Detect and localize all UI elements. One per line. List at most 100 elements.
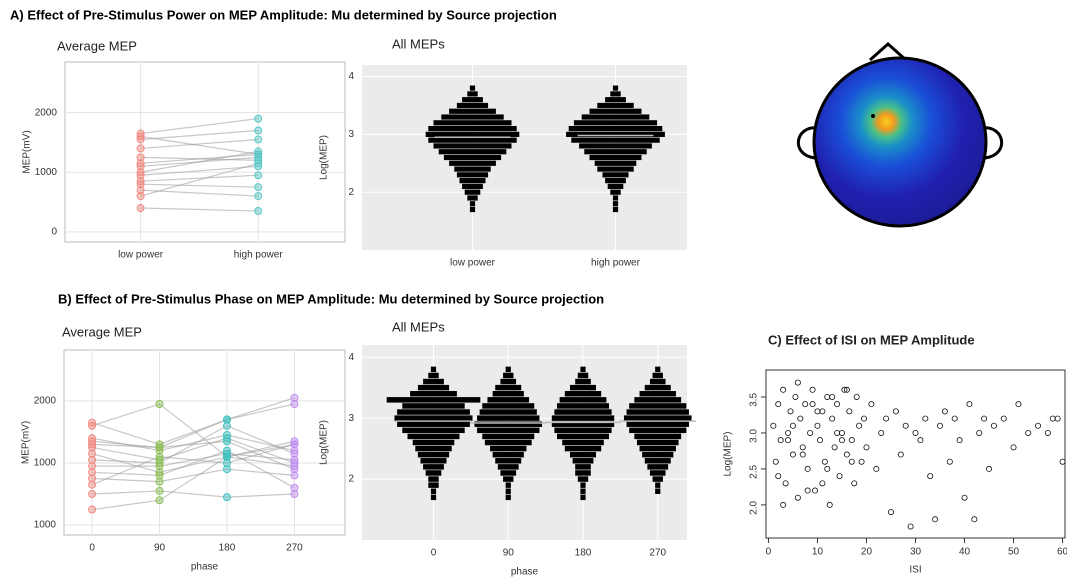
subject-point xyxy=(136,204,145,213)
swarm-row xyxy=(397,421,470,427)
swarm-row xyxy=(394,415,473,421)
swarm-row xyxy=(412,439,455,446)
subject-point xyxy=(88,443,97,452)
subject-point xyxy=(290,449,299,458)
swarm-row xyxy=(623,415,692,421)
point xyxy=(971,516,978,523)
swarm-row xyxy=(594,160,637,166)
x-axis-label: phase xyxy=(191,562,219,573)
subject-point xyxy=(222,421,231,430)
subject-point xyxy=(290,455,299,464)
swarm-row xyxy=(497,464,519,470)
point xyxy=(829,393,836,400)
y-tick-label: 3 xyxy=(348,129,354,140)
swarm-row xyxy=(652,476,663,482)
chart-title: Average MEP xyxy=(57,38,137,53)
swarm-row xyxy=(629,403,687,409)
point xyxy=(941,408,948,415)
point xyxy=(1015,401,1022,408)
point xyxy=(794,379,801,386)
subject-point xyxy=(155,400,164,409)
subject-point xyxy=(136,129,145,138)
point xyxy=(814,422,821,429)
chart: C) Effect of ISI on MEP Amplitude Log(MEP… xyxy=(723,332,1067,575)
point xyxy=(775,473,782,480)
swarm-row xyxy=(469,206,476,213)
subject-point xyxy=(136,177,145,186)
swarm-row xyxy=(417,451,450,458)
subject-point xyxy=(136,162,145,171)
swarm-row xyxy=(584,149,647,155)
point xyxy=(819,480,826,487)
subject-point xyxy=(88,449,97,458)
subject-line xyxy=(91,443,295,486)
swarm-row xyxy=(571,137,660,143)
swarm-row xyxy=(605,97,626,103)
swarm-row xyxy=(575,464,591,470)
x-axis-label: phase xyxy=(511,567,539,577)
subject-line xyxy=(92,425,295,464)
point xyxy=(922,415,929,422)
swarm-row xyxy=(649,378,666,385)
chart: Average MEP MEP(mV) phase 1000 1000 2000 0 90 18… xyxy=(21,324,346,573)
point xyxy=(777,437,784,444)
subject-point xyxy=(155,452,164,461)
subject-point xyxy=(136,135,145,144)
swarm-row xyxy=(492,391,524,397)
electrode xyxy=(871,114,875,118)
point xyxy=(981,415,988,422)
x-tick-label: high power xyxy=(234,250,284,261)
swarm-row xyxy=(433,143,512,149)
subject-point xyxy=(136,168,145,177)
point xyxy=(804,465,811,472)
subject-point xyxy=(155,486,164,495)
x-axis-label: ISI xyxy=(909,565,921,576)
point xyxy=(966,401,973,408)
swarm-row xyxy=(551,421,615,427)
swarm-row xyxy=(642,451,674,458)
swarm-row xyxy=(580,366,586,373)
point xyxy=(826,501,833,508)
swarm-row xyxy=(580,494,586,501)
swarm-row xyxy=(503,372,514,379)
swarm-row xyxy=(410,391,457,397)
swarm-row xyxy=(644,458,671,464)
x-tick-label: 20 xyxy=(861,547,873,558)
subject-point xyxy=(290,440,299,449)
point xyxy=(789,422,796,429)
subject-point xyxy=(88,437,97,446)
swarm-row xyxy=(449,160,496,166)
point xyxy=(956,437,963,444)
swarm-row xyxy=(428,137,517,143)
swarm-row xyxy=(644,384,671,391)
subject-line xyxy=(92,403,295,449)
chart-title: C) Effect of ISI on MEP Amplitude xyxy=(768,332,975,347)
subject-point xyxy=(290,490,299,499)
x-tick-label: 90 xyxy=(154,543,166,554)
subject-point xyxy=(136,186,145,195)
point xyxy=(861,415,868,422)
subject-line xyxy=(140,129,259,141)
swarm-row xyxy=(655,482,661,488)
point xyxy=(785,437,792,444)
swarm-row xyxy=(652,372,663,379)
y-tick-label: 3 xyxy=(348,413,354,424)
swarm-row xyxy=(430,488,437,494)
y-tick-label: 2.0 xyxy=(749,500,760,514)
swarm-row xyxy=(575,470,591,476)
swarm-row xyxy=(467,91,478,97)
point xyxy=(961,494,968,501)
point xyxy=(821,458,828,465)
swarm-row xyxy=(449,108,496,114)
swarm-row xyxy=(438,149,507,155)
subject-point xyxy=(254,114,263,123)
swarm-row xyxy=(482,403,535,409)
plot-area xyxy=(765,369,1066,539)
x-tick-label: low power xyxy=(118,250,164,261)
swarm-row xyxy=(636,439,679,446)
swarm-row xyxy=(554,409,612,415)
point xyxy=(775,401,782,408)
subject-point xyxy=(155,462,164,471)
subject-point xyxy=(254,150,263,159)
subject-point xyxy=(254,192,263,201)
